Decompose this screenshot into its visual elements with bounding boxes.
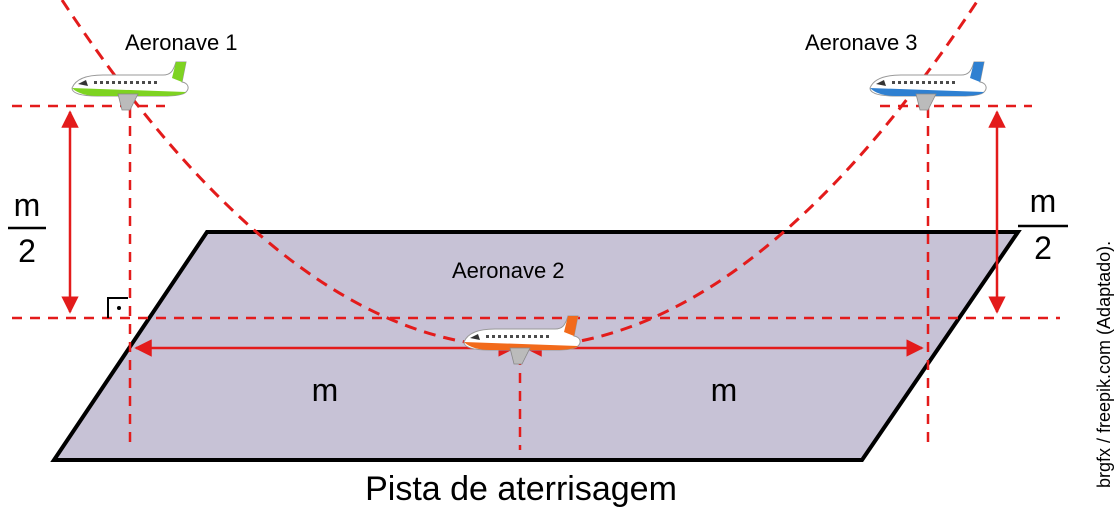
span-right-label: m [711,372,738,408]
aircraft-3-icon [869,61,987,111]
runway-label: Pista de aterrisagem [365,470,677,508]
aircraft-2-label: Aeronave 2 [452,258,565,283]
trajectory-curve [60,0,980,349]
right-angle-marker [107,297,128,318]
image-credit: brgfx / freepik.com (Adaptado). [1094,241,1114,488]
aircraft-3-label: Aeronave 3 [805,30,918,55]
half-left-numerator: m [14,187,41,223]
half-right-denominator: 2 [1034,230,1052,266]
half-right-numerator: m [1030,183,1057,219]
span-left-label: m [312,372,339,408]
right-angle-dot [117,306,121,310]
aircraft-1-label: Aeronave 1 [125,30,238,55]
aircraft-1-icon [71,61,189,111]
half-left-denominator: 2 [18,233,36,269]
aircraft-2-icon [463,315,581,365]
